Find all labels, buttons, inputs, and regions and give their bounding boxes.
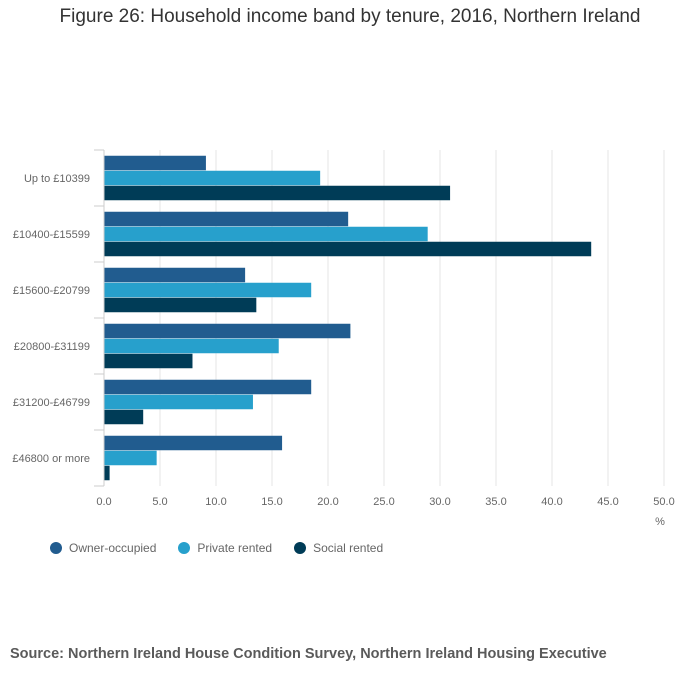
legend-item-owner-occupied[interactable]: Owner-occupied [50, 541, 156, 555]
bar-private-rented[interactable] [104, 394, 253, 410]
x-axis-label: % [655, 516, 665, 528]
x-tick-label: 5.0 [152, 496, 167, 508]
x-axis-ticks: 0.0 5.0 10.0 15.0 20.0 25.0 30.0 35.0 40.0 45.0 50… [96, 496, 674, 508]
x-tick-label: 35.0 [485, 496, 506, 508]
x-tick-label: 15.0 [261, 496, 282, 508]
x-tick-label: 45.0 [597, 496, 618, 508]
bar-private-rented[interactable] [104, 282, 312, 298]
bar-social-rented[interactable] [104, 409, 144, 425]
x-tick-label: 0.0 [96, 496, 111, 508]
legend-item-private-rented[interactable]: Private rented [178, 541, 272, 555]
bar-social-rented[interactable] [104, 241, 592, 257]
x-tick-label: 50.0 [653, 496, 674, 508]
legend-marker-icon [294, 542, 307, 554]
category-label: Up to £10399 [24, 173, 90, 185]
bar-owner-occupied[interactable] [104, 323, 351, 339]
legend: Owner-occupied Private rented Social ren… [50, 541, 383, 555]
bar-social-rented[interactable] [104, 465, 110, 481]
legend-marker-icon [178, 542, 191, 554]
category-label: £31200-£46799 [13, 397, 90, 409]
x-tick-label: 10.0 [205, 496, 226, 508]
bar-owner-occupied[interactable] [104, 267, 246, 283]
bar-social-rented[interactable] [104, 185, 451, 201]
bar-owner-occupied[interactable] [104, 155, 206, 171]
category-label: £10400-£15599 [13, 229, 90, 241]
category-label: £15600-£20799 [13, 285, 90, 297]
category-label: £46800 or more [12, 453, 90, 465]
category-labels: Up to £10399 £10400-£15599 £15600-£20799 £2… [12, 173, 90, 465]
bar-private-rented[interactable] [104, 450, 157, 466]
legend-item-social-rented[interactable]: Social rented [294, 541, 383, 555]
x-tick-label: 20.0 [317, 496, 338, 508]
legend-marker-icon [50, 542, 62, 554]
bar-social-rented[interactable] [104, 297, 257, 313]
bar-private-rented[interactable] [104, 226, 428, 242]
category-label: £20800-£31199 [14, 341, 90, 353]
x-tick-label: 25.0 [373, 496, 394, 508]
bar-private-rented[interactable] [104, 338, 279, 354]
legend-label: Social rented [313, 541, 384, 555]
chart-title: Figure 26: Household income band by tenu… [59, 6, 641, 27]
bar-owner-occupied[interactable] [104, 435, 283, 451]
x-tick-label: 30.0 [429, 496, 450, 508]
bar-owner-occupied[interactable] [104, 211, 349, 227]
bar-social-rented[interactable] [104, 353, 193, 369]
bars [104, 155, 592, 481]
bar-private-rented[interactable] [104, 170, 321, 186]
bar-owner-occupied[interactable] [104, 379, 312, 395]
legend-label: Owner-occupied [69, 541, 157, 555]
legend-label: Private rented [197, 541, 273, 555]
source-note: Source: Northern Ireland House Condition… [10, 646, 607, 662]
x-tick-label: 40.0 [541, 496, 562, 508]
grid-lines [94, 149, 665, 487]
